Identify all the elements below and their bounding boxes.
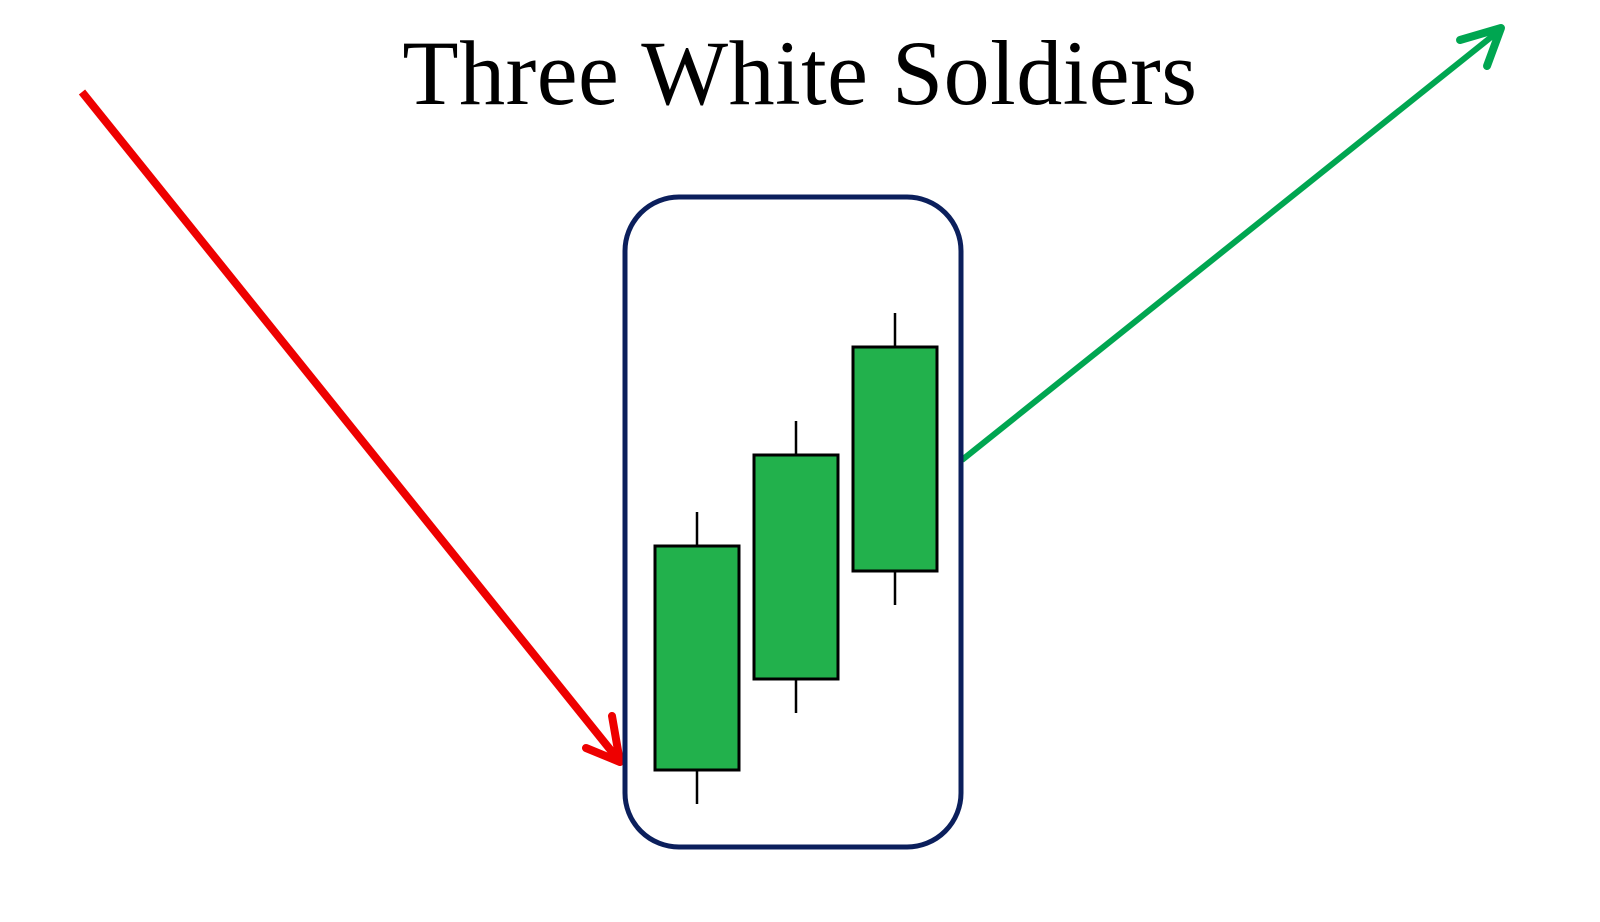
downtrend-arrow-shaft <box>78 89 621 761</box>
candle-2-body <box>752 453 840 681</box>
candle-1-body <box>653 544 741 772</box>
candle-3 <box>851 313 939 605</box>
uptrend-arrow-head <box>1456 24 1505 70</box>
candle-3-body <box>851 345 939 573</box>
pattern-frame <box>622 194 964 850</box>
diagram-title: Three White Soldiers <box>402 22 1198 124</box>
uptrend-arrow-shaft <box>960 27 1502 463</box>
downtrend-arrow <box>78 89 624 766</box>
candle-2 <box>752 421 840 713</box>
uptrend-arrow <box>960 24 1505 463</box>
candle-1 <box>653 512 741 804</box>
downtrend-arrow-head <box>582 712 624 766</box>
